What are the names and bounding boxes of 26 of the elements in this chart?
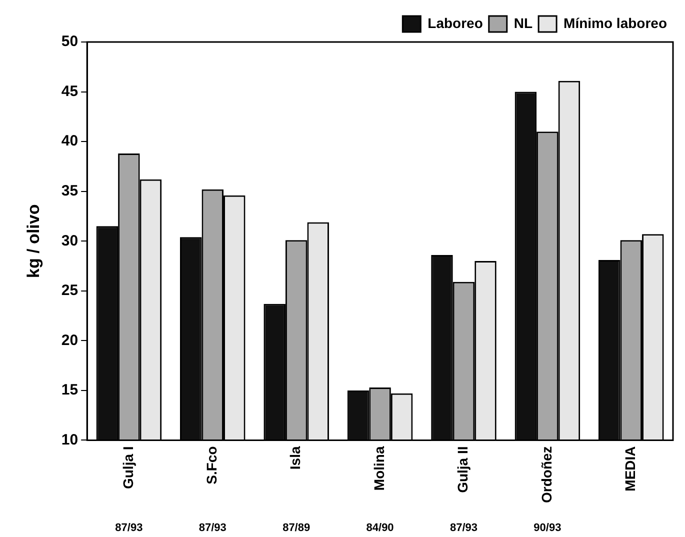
y-tick-label: 45 <box>61 82 78 100</box>
text: 87/93 <box>198 522 226 534</box>
y-axis-title: kg / olivo <box>24 204 43 278</box>
x-tick-label: Isla <box>287 446 304 470</box>
x-tick-label: MEDIA <box>622 446 638 492</box>
legend-label: NL <box>514 14 533 31</box>
y-tick-label: 40 <box>61 132 78 150</box>
y-tick-label: 25 <box>61 282 78 300</box>
x-tick-label: S.Fco <box>203 446 220 484</box>
text: 90/93 <box>534 522 562 534</box>
y-tick-label: 20 <box>61 332 78 349</box>
y-tick-label: 50 <box>61 33 78 50</box>
legend-label: Mínimo laboreo <box>564 14 668 31</box>
legend-label: Laboreo <box>428 14 483 31</box>
text: 87/93 <box>450 522 478 534</box>
y-tick-label: 10 <box>61 431 78 448</box>
text: 84/90 <box>366 522 394 534</box>
text: 87/93 <box>115 522 143 534</box>
x-tick-label: Ordoñez <box>538 446 554 503</box>
x-tick-label: Molina <box>370 446 387 491</box>
x-tick-label: Gulja I <box>120 446 136 490</box>
y-tick-label: 30 <box>61 232 78 250</box>
y-tick-label: 35 <box>61 182 78 200</box>
text: 87/89 <box>282 522 310 534</box>
y-tick-label: 15 <box>61 382 78 399</box>
x-tick-label: Gulja II <box>454 446 471 493</box>
